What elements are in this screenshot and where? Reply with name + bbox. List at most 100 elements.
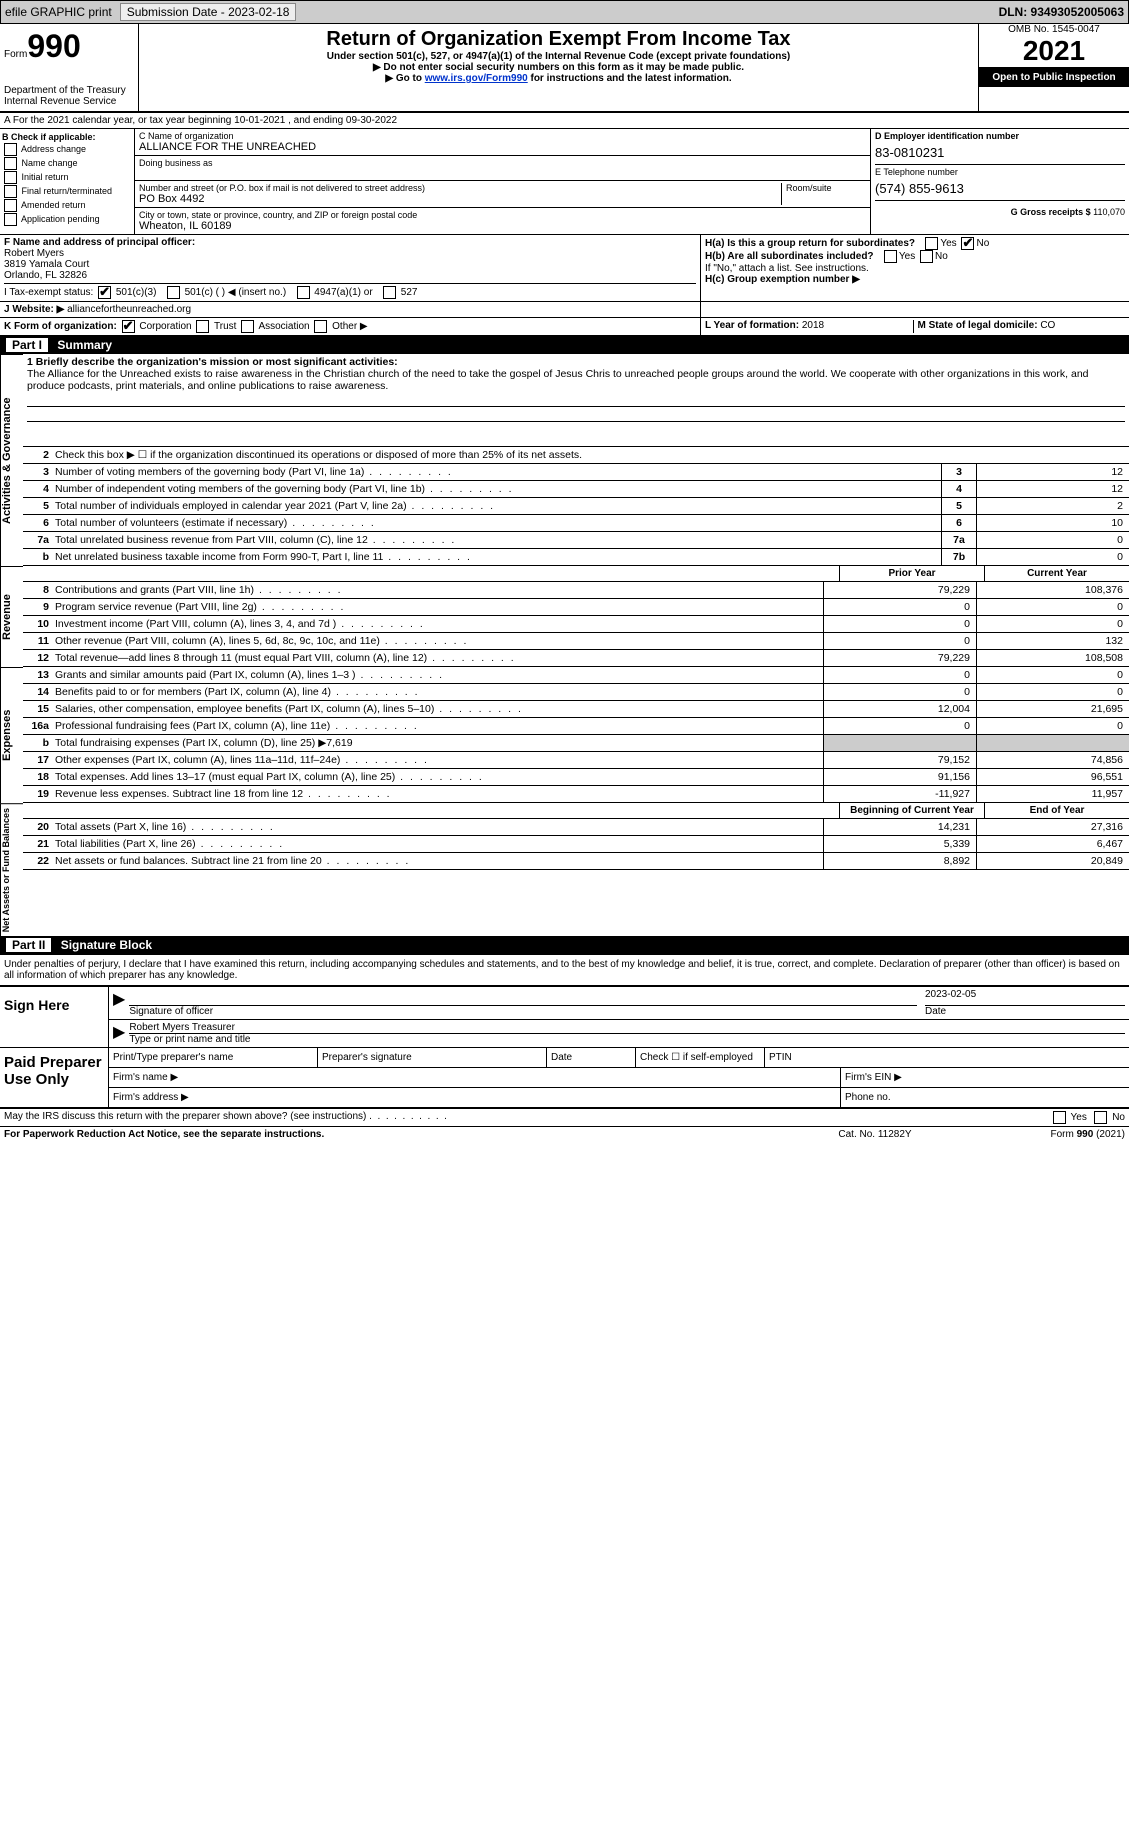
col-end: End of Year: [984, 803, 1129, 818]
part1-header: Part I Summary: [0, 336, 1129, 354]
cb-final[interactable]: Final return/terminated: [2, 185, 132, 198]
website-value: alliancefortheunreached.org: [67, 304, 191, 315]
line-14: 14Benefits paid to or for members (Part …: [23, 684, 1129, 701]
firm-addr-label: Firm's address ▶: [109, 1088, 841, 1107]
line-7a: 7aTotal unrelated business revenue from …: [23, 532, 1129, 549]
line-18: 18Total expenses. Add lines 13–17 (must …: [23, 769, 1129, 786]
cb-initial[interactable]: Initial return: [2, 171, 132, 184]
tax-status-label: I Tax-exempt status:: [4, 287, 93, 298]
period-line: A For the 2021 calendar year, or tax yea…: [0, 113, 1129, 129]
mission-block: 1 Briefly describe the organization's mi…: [23, 354, 1129, 447]
sig-officer-label: Signature of officer: [129, 1005, 917, 1017]
line-5: 5Total number of individuals employed in…: [23, 498, 1129, 515]
discuss-text: May the IRS discuss this return with the…: [4, 1111, 366, 1122]
ein-label: D Employer identification number: [875, 131, 1125, 141]
cb-corp[interactable]: [122, 320, 135, 333]
preparer-label: Paid Preparer Use Only: [0, 1048, 109, 1107]
street-address: PO Box 4492: [139, 193, 204, 205]
ein-value: 83-0810231: [875, 145, 1125, 160]
hb-no[interactable]: [920, 250, 933, 263]
line-20: 20Total assets (Part X, line 16)14,23127…: [23, 819, 1129, 836]
discuss-no[interactable]: [1094, 1111, 1107, 1124]
cb-name[interactable]: Name change: [2, 157, 132, 170]
hb-label: H(b) Are all subordinates included?: [705, 251, 874, 262]
city-label: City or town, state or province, country…: [139, 210, 417, 220]
line-16a: 16aProfessional fundraising fees (Part I…: [23, 718, 1129, 735]
prep-check-label: Check ☐ if self-employed: [636, 1048, 765, 1067]
top-bar: efile GRAPHIC print Submission Date - 20…: [0, 0, 1129, 24]
sign-here-label: Sign Here: [0, 987, 109, 1047]
cb-4947[interactable]: [297, 286, 310, 299]
firm-name-label: Firm's name ▶: [109, 1068, 841, 1087]
info-row: B Check if applicable: Address change Na…: [0, 129, 1129, 235]
cb-pending[interactable]: Application pending: [2, 213, 132, 226]
sig-date-value: 2023-02-05: [925, 989, 1125, 1005]
room-label: Room/suite: [781, 183, 866, 205]
prep-print-label: Print/Type preparer's name: [109, 1048, 318, 1067]
footer-form-num: 990: [1077, 1129, 1094, 1140]
part2-title: Signature Block: [61, 938, 152, 952]
dept-label: Department of the Treasury: [4, 85, 134, 96]
net-header: Beginning of Current Year End of Year: [23, 803, 1129, 819]
dln-label: DLN: 93493052005063: [999, 5, 1124, 19]
line-19: 19Revenue less expenses. Subtract line 1…: [23, 786, 1129, 803]
open-inspection: Open to Public Inspection: [979, 68, 1129, 87]
col-current: Current Year: [984, 566, 1129, 581]
hc-label: H(c) Group exemption number ▶: [705, 274, 860, 285]
goto-prefix: ▶ Go to: [385, 73, 424, 84]
col-prior: Prior Year: [839, 566, 984, 581]
officer-addr2: Orlando, FL 32826: [4, 270, 87, 281]
part1-title: Summary: [57, 338, 112, 352]
hb-yes[interactable]: [884, 250, 897, 263]
line-2: 2Check this box ▶ ☐ if the organization …: [23, 447, 1129, 464]
signer-name-label: Type or print name and title: [129, 1033, 1125, 1045]
side-rev: Revenue: [0, 566, 23, 667]
form-org-row: K Form of organization: Corporation Trus…: [0, 318, 1129, 336]
officer-addr1: 3819 Yamala Court: [4, 259, 89, 270]
mission-label: 1 Briefly describe the organization's mi…: [27, 356, 398, 368]
addr-label: Number and street (or P.O. box if mail i…: [139, 183, 425, 193]
hb-note: If "No," attach a list. See instructions…: [705, 263, 1125, 274]
ha-yes[interactable]: [925, 237, 938, 250]
cb-assoc[interactable]: [241, 320, 254, 333]
rev-header: Prior Year Current Year: [23, 566, 1129, 582]
side-exp: Expenses: [0, 667, 23, 803]
ha-label: H(a) Is this a group return for subordin…: [705, 238, 915, 249]
cb-address[interactable]: Address change: [2, 143, 132, 156]
line-21: 21Total liabilities (Part X, line 26)5,3…: [23, 836, 1129, 853]
submission-date-button[interactable]: Submission Date - 2023-02-18: [120, 3, 297, 21]
cb-amended[interactable]: Amended return: [2, 199, 132, 212]
officer-row: F Name and address of principal officer:…: [0, 235, 1129, 302]
cb-501c3[interactable]: [98, 286, 111, 299]
ha-no[interactable]: [961, 237, 974, 250]
signature-block: Sign Here ▶ Signature of officer 2023-02…: [0, 985, 1129, 1048]
footer-left: For Paperwork Reduction Act Notice, see …: [4, 1129, 775, 1140]
irs-link[interactable]: www.irs.gov/Form990: [425, 73, 528, 84]
phone-value: (574) 855-9613: [875, 181, 1125, 196]
line-15: 15Salaries, other compensation, employee…: [23, 701, 1129, 718]
discuss-yes[interactable]: [1053, 1111, 1066, 1124]
cb-other[interactable]: [314, 320, 327, 333]
line-13: 13Grants and similar amounts paid (Part …: [23, 667, 1129, 684]
line-17: 17Other expenses (Part IX, column (A), l…: [23, 752, 1129, 769]
cb-527[interactable]: [383, 286, 396, 299]
phone-label: E Telephone number: [875, 164, 1125, 177]
form-header: Form990 Department of the Treasury Inter…: [0, 24, 1129, 113]
penalty-text: Under penalties of perjury, I declare th…: [0, 954, 1129, 985]
line-9: 9Program service revenue (Part VIII, lin…: [23, 599, 1129, 616]
website-label: J Website: ▶: [4, 304, 64, 315]
gross-label: G Gross receipts $: [1011, 207, 1091, 217]
form-title: Return of Organization Exempt From Incom…: [149, 28, 968, 51]
discuss-row: May the IRS discuss this return with the…: [0, 1109, 1129, 1127]
side-net: Net Assets or Fund Balances: [0, 803, 23, 936]
header-right: OMB No. 1545-0047 2021 Open to Public In…: [978, 24, 1129, 111]
sig-arrow-icon: ▶: [113, 989, 125, 1017]
form-prefix: Form: [4, 49, 27, 60]
cb-501c[interactable]: [167, 286, 180, 299]
org-name-label: C Name of organization: [139, 131, 234, 141]
city-value: Wheaton, IL 60189: [139, 220, 232, 232]
efile-label: efile GRAPHIC print: [5, 5, 112, 19]
cb-trust[interactable]: [196, 320, 209, 333]
omb-number: OMB No. 1545-0047: [979, 24, 1129, 35]
preparer-block: Paid Preparer Use Only Print/Type prepar…: [0, 1048, 1129, 1109]
